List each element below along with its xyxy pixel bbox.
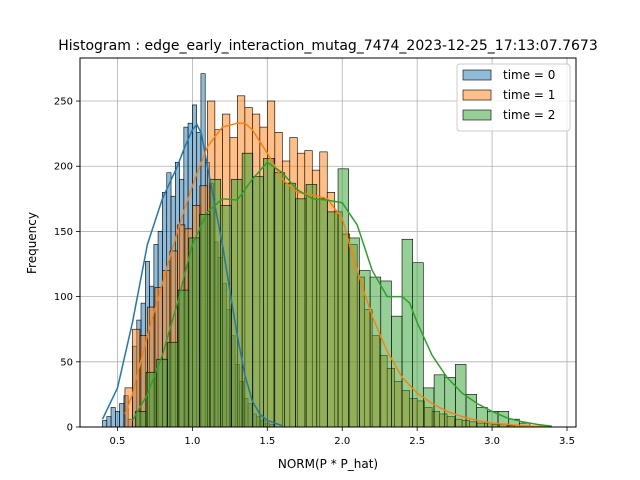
legend: time = 0 time = 1 time = 2 [456,63,571,132]
histogram-bar [102,420,108,428]
histogram-bar [369,276,382,428]
histogram-bar [119,403,125,428]
histogram-bar [316,198,328,428]
y-axis-ticks: 0 50 100 150 200 250 [54,97,80,434]
kde-curve-series-2 [131,161,553,428]
y-tick-label: 250 [54,97,73,108]
x-tick-label: 1.5 [259,436,275,447]
histogram-bar [110,407,116,428]
histogram-bar [273,172,286,428]
legend-swatch [462,69,492,81]
kde-curves [101,122,553,428]
histogram-bar [337,168,350,428]
x-tick-label: 3.0 [484,436,500,447]
y-axis-label: Frequency [25,212,39,274]
x-tick-label: 2.5 [409,436,425,447]
histogram-bar [145,371,158,428]
histogram-bar [115,411,120,428]
histogram-bar [412,262,424,428]
legend-label: time = 2 [503,108,555,122]
plot-area-frame [79,57,577,428]
histogram-bar [295,198,307,428]
histogram-bar [188,237,200,428]
histogram-bar [209,178,222,428]
histogram-bar [199,214,211,428]
histogram-bar [177,289,190,428]
legend-label: time = 1 [503,88,555,102]
legend-swatch [462,89,492,101]
y-tick-label: 0 [67,423,73,434]
histogram-bar [433,374,446,428]
histogram-bar [284,182,296,428]
x-tick-label: 3.5 [559,436,575,447]
histogram-bar [220,205,232,428]
legend-swatch [462,109,492,121]
chart-title: Histogram : edge_early_interaction_mutag… [58,38,598,54]
y-tick-label: 100 [54,292,73,303]
x-tick-label: 1.0 [184,436,200,447]
x-axis-label: NORM(P * P_hat) [278,457,378,471]
legend-label: time = 0 [503,68,555,82]
histogram-bar [263,158,275,428]
kde-curve-series-0 [101,123,283,427]
histogram-bar [476,407,488,428]
histogram-bar [391,315,403,428]
histogram-bar [348,237,360,428]
histogram-bar [423,387,435,428]
kde-curve-series-1 [124,122,553,428]
histogram-bar [380,280,392,428]
y-tick-label: 200 [54,162,73,173]
histogram-bar [231,178,243,428]
histogram-bar [401,238,413,428]
histogram-bar [327,211,339,428]
histogram-bar [252,176,264,428]
histogram-bar [124,387,133,428]
histogram-bar [305,184,318,428]
x-tick-label: 0.5 [110,436,126,447]
histogram-bar [156,358,168,428]
x-axis-ticks: 0.5 1.0 1.5 2.0 2.5 3.0 3.5 [110,427,575,447]
histogram-bar [167,341,179,428]
histogram-bar [106,416,112,428]
x-tick-label: 2.0 [334,436,350,447]
y-tick-label: 150 [54,227,73,238]
y-tick-label: 50 [60,357,73,368]
